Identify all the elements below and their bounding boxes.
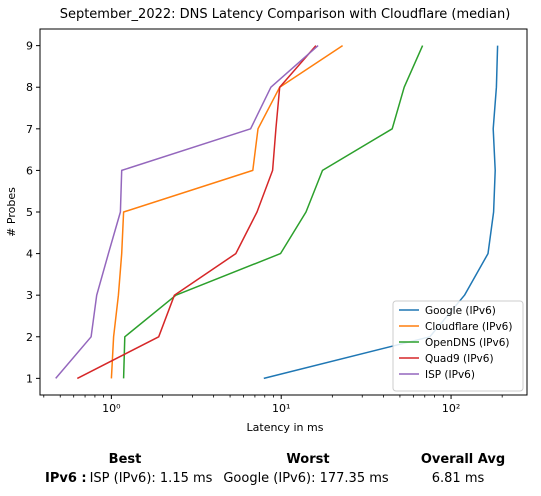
legend: Google (IPv6) Cloudflare (IPv6) OpenDNS (I… [392,300,524,392]
ipv6-row-label: IPv6 : [45,471,87,486]
latency-chart: September_2022: DNS Latency Comparison w… [5,7,528,434]
y-tick-label: 3 [26,289,33,302]
x-axis-label: Latency in ms [247,421,324,434]
x-tick-label: 10⁰ [102,402,121,415]
worst-value: Google (IPv6): 177.35 ms [223,471,389,486]
best-header: Best [108,452,142,467]
y-tick-label: 7 [26,123,33,136]
y-tick-label: 1 [26,372,33,385]
y-axis: 1 2 3 4 5 6 7 8 9 [26,40,40,385]
overall-avg-header: Overall Avg [420,452,506,467]
x-tick-label: 10² [442,402,460,415]
series-line-isp-ipv6 [55,45,319,379]
y-tick-label: 2 [26,331,33,344]
legend-label: OpenDNS (IPv6) [425,337,510,349]
y-tick-label: 4 [26,248,33,261]
overall-avg-value: 6.81 ms [431,471,485,486]
y-tick-label: 9 [26,40,33,53]
legend-label: ISP (IPv6) [425,369,475,381]
series-line-quad9-ipv6 [76,45,317,380]
x-tick-label: 10¹ [272,402,290,415]
series-line-opendns-ipv6 [122,45,424,379]
y-tick-label: 5 [26,206,33,219]
legend-box [392,300,524,392]
series-line-cloudflare-ipv6 [110,44,344,379]
legend-label: Quad9 (IPv6) [425,353,494,365]
legend-label: Cloudflare (IPv6) [425,321,512,333]
legend-label: Google (IPv6) [425,305,496,317]
worst-header: Worst [286,452,330,467]
y-tick-label: 6 [26,164,33,177]
chart-title: September_2022: DNS Latency Comparison w… [60,7,511,22]
y-axis-label: # Probes [5,187,18,237]
x-axis: 10⁰ 10¹ 10² [43,395,503,415]
summary-table: Best Worst Overall Avg IPv6 : ISP (IPv6)… [0,446,541,496]
best-value: ISP (IPv6): 1.15 ms [89,471,213,486]
y-tick-label: 8 [26,81,33,94]
